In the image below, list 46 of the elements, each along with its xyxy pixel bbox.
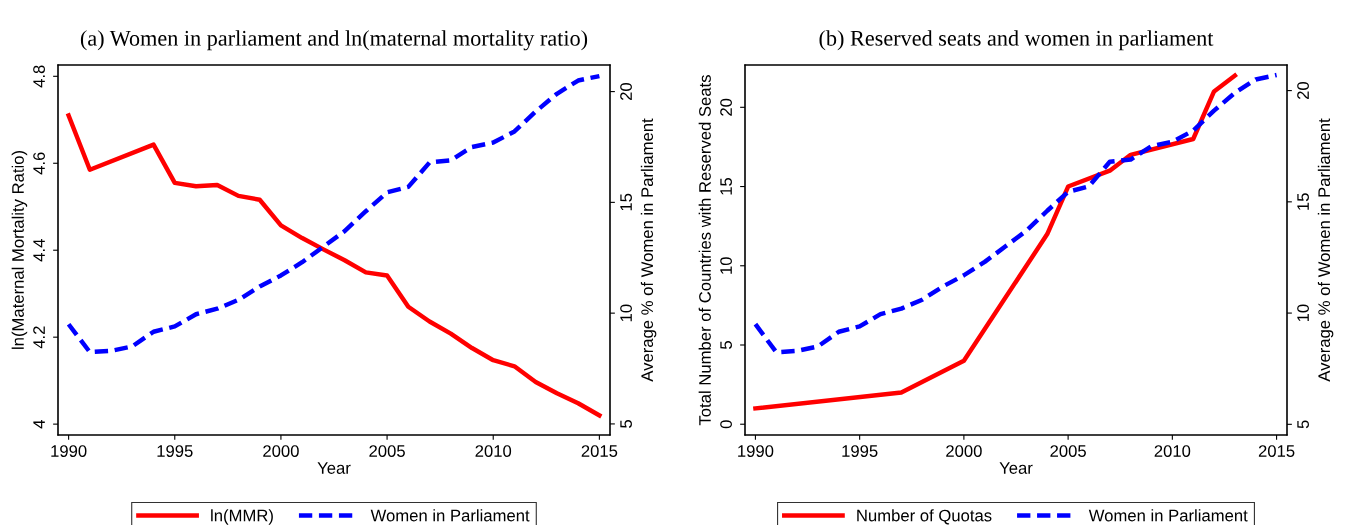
x-tick-label: 1995	[842, 445, 878, 457]
y2-tick-label: 15	[620, 193, 632, 211]
x-axis-title: Year	[999, 462, 1033, 474]
y-tick-label: 4.8	[33, 65, 45, 88]
y-tick-label: 4	[33, 419, 45, 429]
x-tick-label: 1990	[738, 445, 774, 457]
chart-title: (a) Women in parliament and ln(maternal mortality ratio)	[80, 30, 588, 51]
y-axis-title: Total Number of Countries with Reserved Seats	[698, 75, 711, 426]
line-series	[66, 73, 602, 355]
y-tick-label: 5	[720, 341, 732, 349]
y-axis-title: ln(Maternal Mortality Ratio)	[11, 151, 28, 349]
x-tick-label: 1995	[157, 445, 193, 457]
x-tick-label: 2015	[1258, 445, 1295, 457]
legend-label: Women in Parliament	[370, 509, 530, 522]
y-tick-label: 4.4	[33, 239, 45, 262]
y-tick-label: 10	[720, 257, 732, 274]
y2-tick-label: 10	[1297, 304, 1309, 322]
chart-title: (b) Reserved seats and women in parliament	[819, 30, 1214, 51]
x-tick-label: 2000	[946, 445, 982, 457]
y-tick-label: 0	[720, 420, 732, 429]
x-tick-label: 2010	[475, 445, 512, 457]
y2-axis-title: Average % of Women in Parliament	[640, 118, 657, 382]
y2-axis-title: Average % of Women in Parliament	[1317, 118, 1334, 382]
line-series	[753, 72, 1279, 355]
y-tick-label: 4.2	[33, 326, 45, 349]
y-tick-label: 15	[720, 177, 732, 195]
y-tick-label: 20	[720, 98, 732, 116]
x-tick-label: 1990	[51, 445, 87, 457]
y-tick-label: 4.6	[33, 152, 45, 175]
y2-tick-label: 20	[620, 82, 632, 101]
line-series	[753, 73, 1238, 411]
y2-tick-label: 10	[620, 304, 632, 322]
x-tick-label: 2015	[581, 445, 618, 457]
x-tick-label: 2005	[369, 445, 405, 457]
x-tick-label: 2010	[1154, 445, 1191, 457]
y2-tick-label: 20	[1297, 81, 1309, 100]
y2-tick-label: 5	[620, 419, 632, 428]
legend-label: Women in Parliament	[1088, 509, 1248, 522]
x-tick-label: 2000	[263, 445, 299, 457]
x-tick-label: 2005	[1050, 445, 1086, 457]
line-series	[66, 113, 602, 418]
x-axis-title: Year	[317, 462, 351, 474]
y2-tick-label: 5	[1297, 420, 1309, 429]
legend-label: ln(MMR)	[211, 509, 273, 525]
y2-tick-label: 15	[1297, 193, 1309, 210]
legend-label: Number of Quotas	[857, 509, 992, 525]
